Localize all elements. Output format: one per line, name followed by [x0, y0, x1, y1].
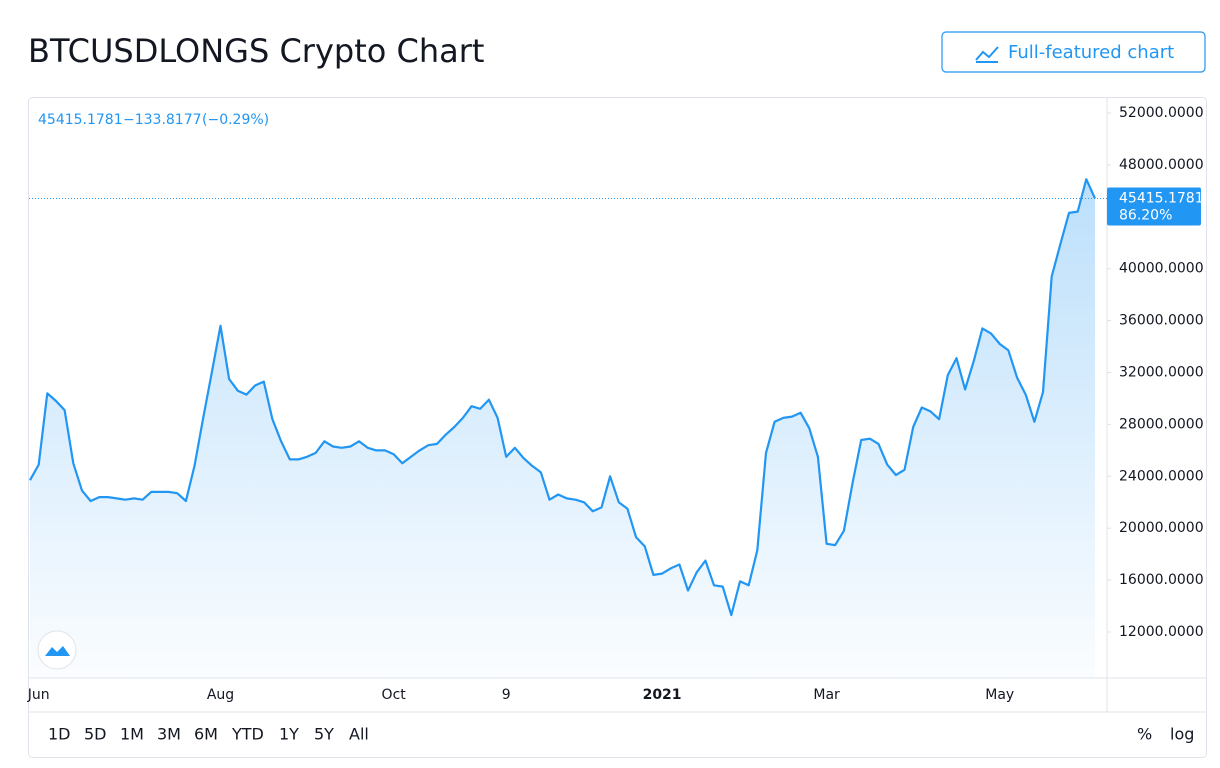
x-tick-label: 9 [502, 687, 511, 703]
range-button[interactable]: 5D [84, 725, 107, 744]
x-tick-label: Jun [27, 687, 50, 703]
y-tick-label: 52000.0000 [1119, 105, 1204, 121]
legend-close: 45415.1781 [38, 112, 123, 128]
page-title: BTCUSDLONGS Crypto Chart [28, 32, 484, 70]
plot [29, 178, 1107, 678]
range-button[interactable]: YTD [231, 725, 264, 744]
range-button[interactable]: 1D [48, 725, 71, 744]
button-label[interactable]: Full-featured chart [1008, 42, 1174, 63]
x-tick-label: Mar [813, 687, 840, 703]
x-tick-label: 2021 [643, 687, 682, 703]
range-button[interactable]: 5Y [314, 725, 334, 744]
logo[interactable] [37, 630, 77, 670]
y-tick-label: 28000.0000 [1119, 416, 1204, 432]
range-button[interactable]: 1Y [279, 725, 299, 744]
x-tick-label: May [985, 687, 1014, 703]
x-tick-label: Oct [382, 687, 407, 703]
range-button[interactable]: 6M [194, 725, 218, 744]
price-badge-price: 45415.1781 [1119, 190, 1204, 206]
y-tick-label: 24000.0000 [1119, 468, 1204, 484]
x-tick-label: Aug [207, 687, 234, 703]
toolbar: % log 1D 5D 1M 3M 6M YTD 1Y 5Y All [48, 725, 1194, 744]
percent-toggle[interactable]: % [1137, 725, 1152, 744]
y-tick-label: 16000.0000 [1119, 572, 1204, 588]
price-badge [1107, 187, 1201, 226]
log-toggle[interactable]: log [1170, 725, 1194, 744]
range-button[interactable]: 1M [120, 725, 144, 744]
y-tick-label: 20000.0000 [1119, 520, 1204, 536]
button-frame[interactable] [941, 31, 1206, 73]
logo-circle[interactable] [37, 630, 77, 670]
logo-icon[interactable] [45, 646, 70, 656]
y-tick-label: 48000.0000 [1119, 157, 1204, 173]
range-button[interactable]: 3M [157, 725, 181, 744]
chart-frame [28, 97, 1207, 758]
full-chart-button[interactable]: Full-featured chart [941, 31, 1206, 73]
y-tick-label: 32000.0000 [1119, 365, 1204, 381]
button-icon[interactable] [975, 46, 999, 63]
price-badge-pct: 86.20% [1119, 207, 1172, 223]
y-tick-label: 36000.0000 [1119, 313, 1204, 329]
legend-change-pct: (−0.29%) [202, 112, 269, 128]
area-fill [30, 179, 1095, 678]
y-tick-label: 40000.0000 [1119, 261, 1204, 277]
y-tick-label: 12000.0000 [1119, 624, 1204, 640]
price-line [29, 178, 1097, 617]
legend-change: −133.8177 [123, 112, 202, 128]
range-button[interactable]: All [349, 725, 369, 744]
